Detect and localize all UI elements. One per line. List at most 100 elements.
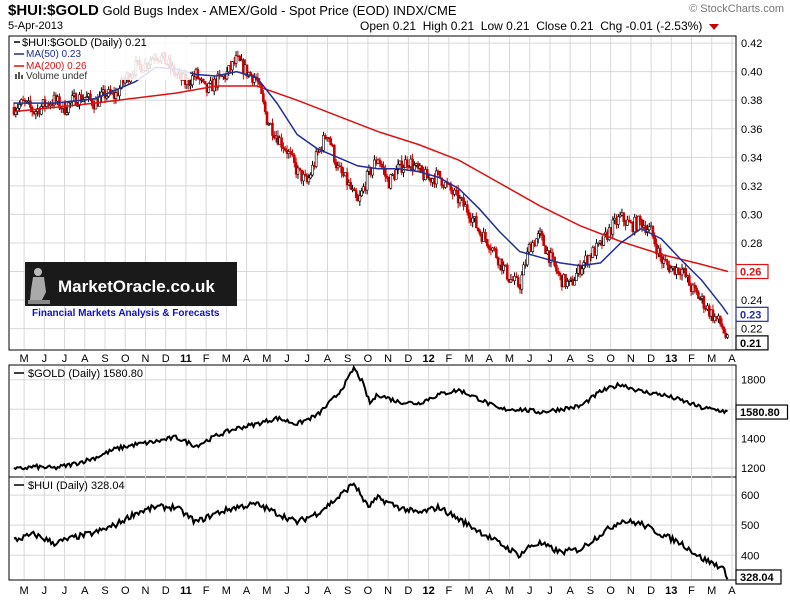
candle-body	[595, 242, 598, 256]
candle-body	[693, 284, 697, 289]
candle-body	[298, 167, 302, 171]
candle-body	[602, 233, 606, 246]
hui-legend: $HUI (Daily) 328.04	[14, 480, 125, 492]
candle-body	[85, 96, 89, 98]
candle-body	[658, 247, 662, 258]
month-label: S	[344, 353, 351, 365]
candle-body	[371, 168, 374, 176]
price-tag-box	[735, 263, 769, 280]
candle-body	[702, 296, 706, 309]
y-tick-label: 0.34	[741, 152, 762, 164]
candle-body	[396, 164, 400, 171]
candle-body	[640, 219, 644, 228]
candle-body	[289, 151, 292, 154]
month-label: S	[587, 353, 594, 365]
candle-body	[564, 274, 567, 287]
month-label: A	[81, 353, 89, 365]
candle-body	[345, 172, 349, 186]
candle-body	[191, 75, 194, 86]
month-label: 13	[665, 353, 677, 365]
candle-body	[307, 177, 311, 183]
month-label: M	[707, 585, 716, 597]
candle-body	[293, 154, 296, 163]
month-label: 12	[422, 353, 434, 365]
candle-body	[651, 225, 655, 237]
candle-body	[544, 245, 547, 255]
candle-body	[688, 275, 691, 286]
y-tick-label: 0.38	[741, 95, 762, 107]
candle-body	[467, 212, 471, 219]
candle-body	[29, 100, 32, 108]
candle-body	[516, 276, 520, 287]
legend-volume: Volume undef	[26, 71, 87, 82]
candle-body	[647, 226, 651, 231]
y-tick-label: 1800	[741, 375, 765, 387]
chg-value: -0.01 (-2.53%)	[625, 19, 703, 33]
month-label: D	[162, 585, 170, 597]
legend-ma200: MA(200) 0.26	[26, 61, 87, 72]
candle-body	[666, 260, 669, 266]
candle-body	[338, 165, 342, 167]
month-label: J	[305, 353, 311, 365]
candle-body	[485, 239, 489, 247]
candle-body	[551, 252, 555, 258]
candle-body	[478, 230, 482, 235]
candle-body	[353, 188, 356, 192]
candle-body	[189, 84, 192, 87]
candle-body	[311, 164, 314, 176]
credit[interactable]: © StockCharts.com	[689, 3, 784, 15]
candle-body	[566, 280, 569, 287]
candle-body	[18, 104, 21, 109]
candle-body	[282, 146, 285, 149]
candle-body	[265, 111, 269, 125]
month-label: A	[728, 585, 736, 597]
candle-body	[573, 280, 576, 286]
month-label: 11	[180, 353, 192, 365]
month-label: J	[547, 353, 553, 365]
candle-body	[65, 112, 69, 115]
candle-body	[263, 101, 267, 113]
month-label: S	[101, 353, 108, 365]
candle-body	[664, 259, 667, 262]
month-label: M	[20, 353, 29, 365]
candle-body	[384, 169, 387, 177]
candle-body	[280, 137, 283, 148]
candle-body	[394, 169, 398, 180]
month-label: D	[404, 353, 412, 365]
candle-body	[500, 258, 504, 271]
y-tick-label: 0.40	[741, 67, 762, 79]
month-label: N	[384, 585, 392, 597]
candle-body	[302, 173, 305, 182]
candle-body	[354, 190, 358, 198]
candle-body	[80, 94, 83, 102]
candle-body	[505, 264, 509, 280]
month-label: S	[101, 585, 108, 597]
candle-body	[698, 298, 702, 300]
month-label: N	[627, 353, 635, 365]
month-label: N	[141, 353, 149, 365]
gold-panel-frame	[8, 364, 737, 478]
candle-body	[697, 291, 700, 299]
candle-body	[267, 123, 271, 126]
candle-body	[407, 166, 411, 169]
y-tick-label: 0.32	[741, 181, 762, 193]
candle-body	[720, 323, 724, 328]
month-label: M	[20, 585, 29, 597]
candle-body	[513, 275, 516, 281]
candle-body	[677, 267, 680, 274]
month-label: O	[121, 353, 130, 365]
candle-body	[118, 88, 121, 97]
symbol: $HUI:$GOLD	[8, 2, 99, 19]
y-tick-label: 0.42	[741, 38, 762, 50]
month-label: O	[606, 585, 615, 597]
candle-body	[334, 161, 338, 169]
month-label: J	[42, 585, 48, 597]
month-label: M	[464, 585, 473, 597]
candle-body	[380, 163, 383, 167]
month-label: 12	[422, 585, 434, 597]
month-label: M	[222, 353, 231, 365]
candle-body	[378, 159, 382, 165]
month-label: M	[262, 585, 271, 597]
y-tick-label: 0.24	[741, 295, 762, 307]
